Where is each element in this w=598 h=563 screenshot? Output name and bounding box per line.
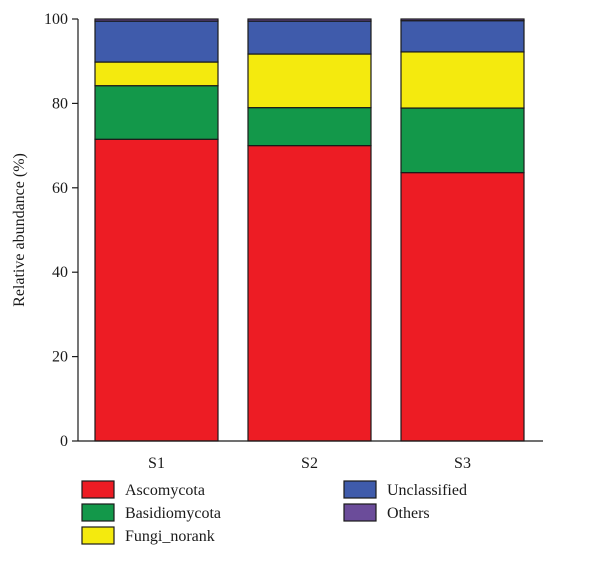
legend: Ascomycota Basidiomycota Fungi_norank Uncla…: [81, 480, 467, 545]
legend-swatch-unclassified: [343, 480, 377, 499]
bar-s3-fungi-norank: [400, 51, 525, 109]
bar-s2-others: [247, 18, 372, 22]
y-tick-label-0: 0: [60, 433, 68, 450]
legend-label-basidiomycota: Basidiomycota: [125, 505, 221, 522]
legend-label-unclassified: Unclassified: [387, 482, 467, 499]
y-tick-label-80: 80: [52, 95, 68, 112]
y-tick-label-100: 100: [44, 11, 68, 28]
legend-label-fungi-norank: Fungi_norank: [125, 528, 215, 545]
bar-s3-ascomycota: [400, 172, 525, 442]
legend-label-others: Others: [387, 505, 430, 522]
legend-swatch-fungi-norank: [81, 526, 115, 545]
y-tick-label-20: 20: [52, 349, 68, 366]
bar-s1-basidiomycota: [94, 85, 219, 140]
bar-s3-others: [400, 18, 525, 22]
bar-s1-unclassified: [94, 20, 219, 63]
legend-label-ascomycota: Ascomycota: [125, 482, 205, 499]
plot-area: S1 S2 S3 0 20 40 60 80 100: [44, 11, 543, 472]
legend-swatch-ascomycota: [81, 480, 115, 499]
bar-s1-fungi-norank: [94, 61, 219, 87]
bar-s2-fungi-norank: [247, 53, 372, 109]
bar-s2-ascomycota: [247, 145, 372, 442]
x-tick-label-s3: S3: [454, 455, 471, 472]
x-tick-label-s2: S2: [301, 455, 318, 472]
bar-s1-others: [94, 18, 219, 22]
x-tick-label-s1: S1: [148, 455, 165, 472]
bar-s2-basidiomycota: [247, 107, 372, 147]
y-tick-label-40: 40: [52, 264, 68, 281]
y-axis-title: Relative abundance (%): [11, 153, 28, 307]
legend-swatch-others: [343, 503, 377, 522]
legend-swatch-basidiomycota: [81, 503, 115, 522]
y-tick-label-60: 60: [52, 180, 68, 197]
bar-s1-ascomycota: [94, 138, 219, 442]
bar-s2-unclassified: [247, 20, 372, 55]
bar-s3-basidiomycota: [400, 107, 525, 174]
bar-s3-unclassified: [400, 20, 525, 53]
